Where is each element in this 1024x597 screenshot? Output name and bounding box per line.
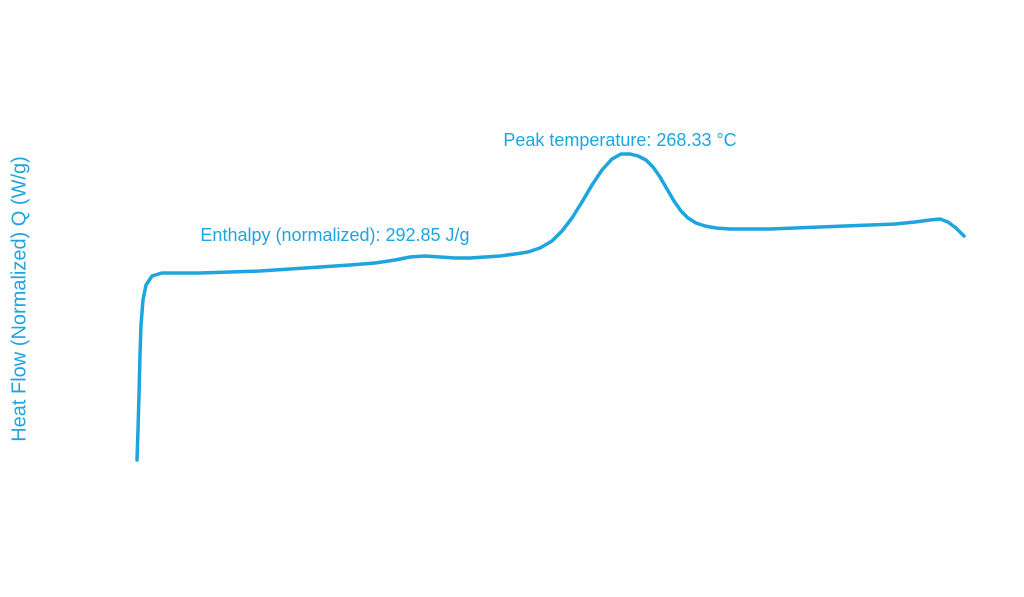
plot-svg [0,0,1024,597]
heat-flow-line [137,154,964,460]
dsc-chart: Heat Flow (Normalized) Q (W/g) Peak temp… [0,0,1024,597]
